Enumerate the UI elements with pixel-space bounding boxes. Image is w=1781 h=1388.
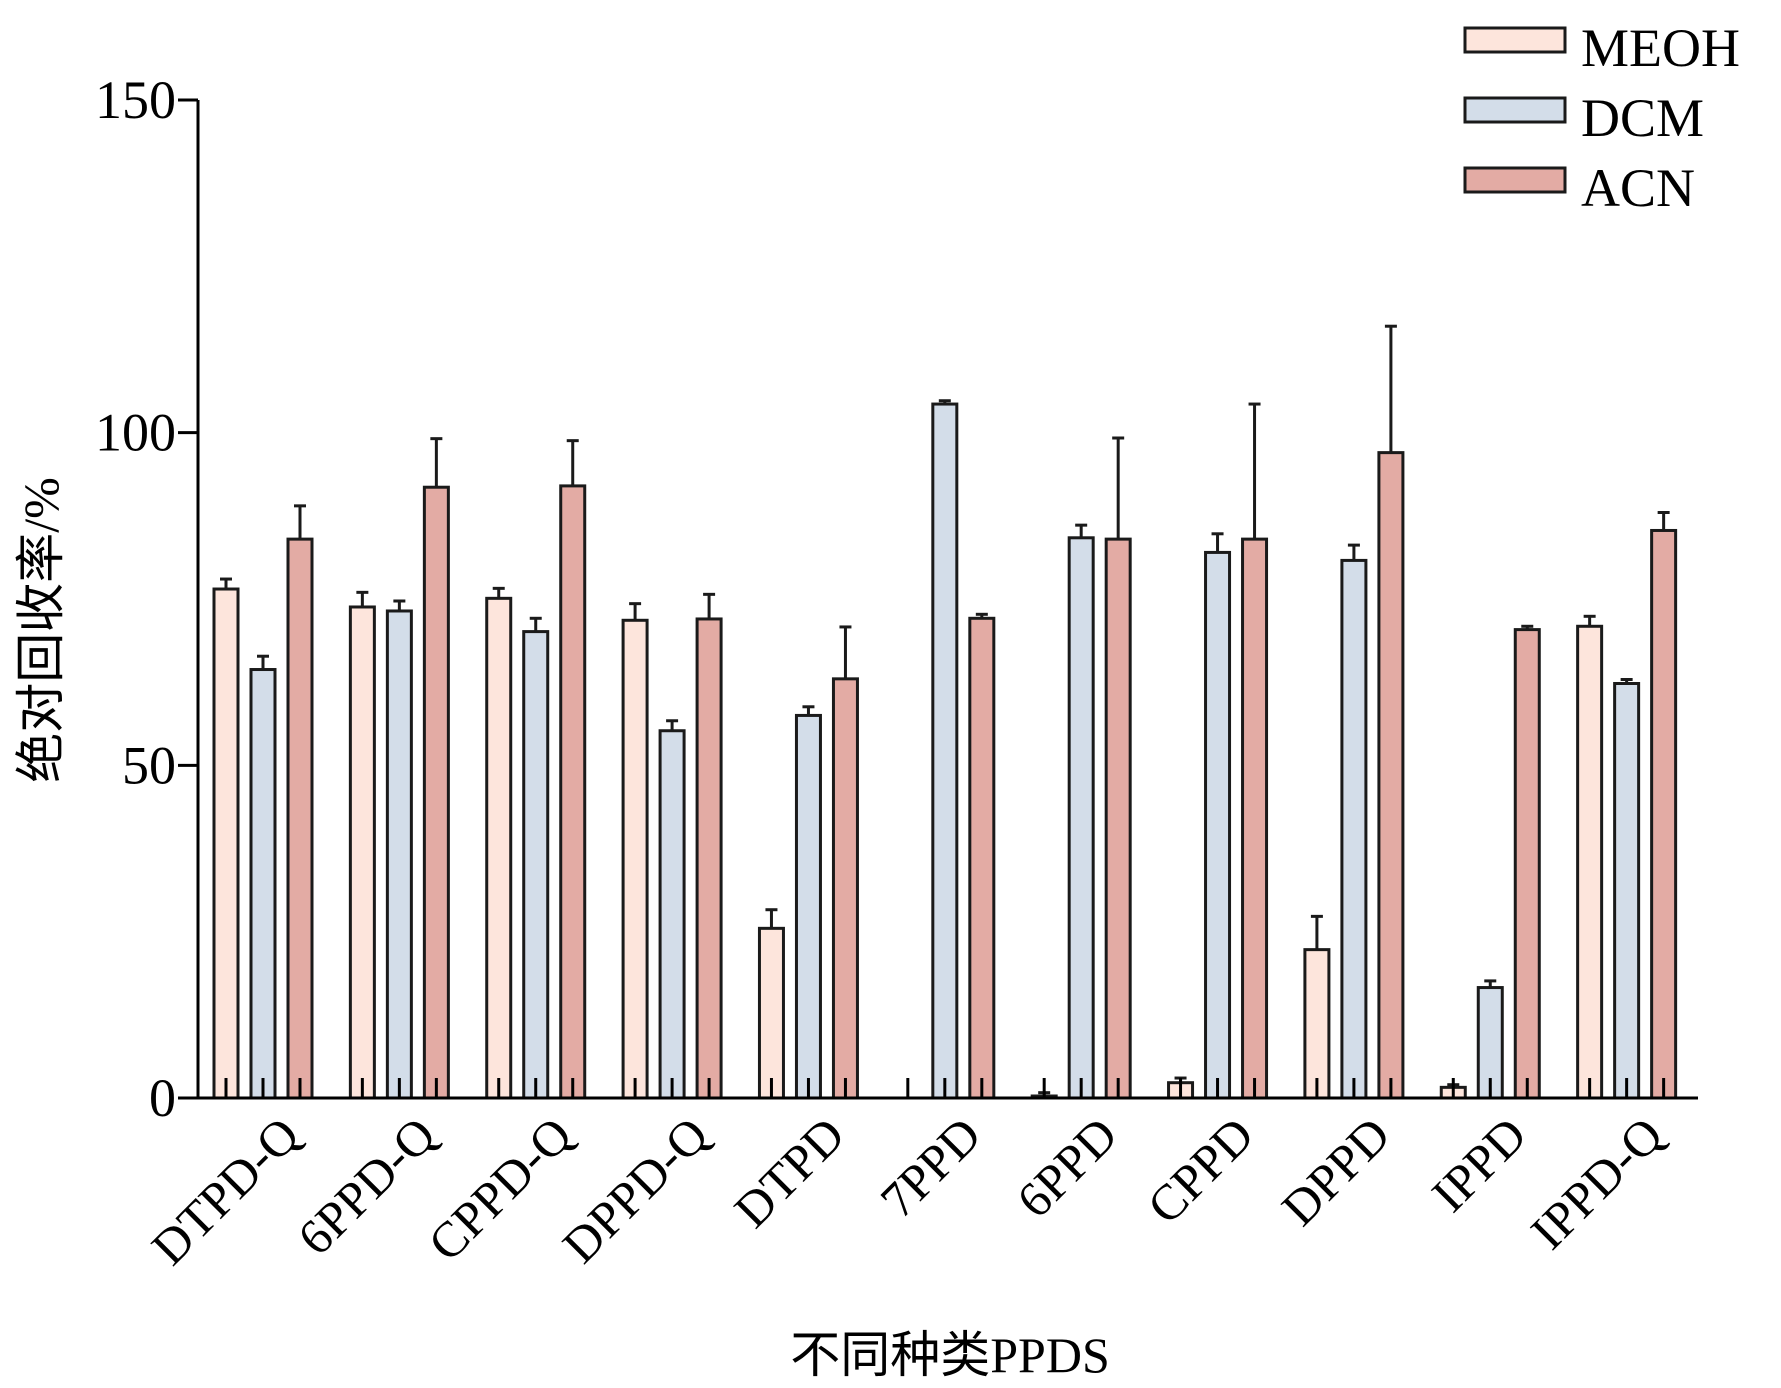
bar-meoh-dppd-q bbox=[621, 618, 649, 1100]
bar-acn-cppd-q bbox=[559, 484, 587, 1100]
bar-acn-6ppd bbox=[1104, 537, 1132, 1100]
y-tick-label: 100 bbox=[95, 403, 176, 463]
bar-acn-ippd-q bbox=[1650, 528, 1678, 1100]
legend: MEOH DCM ACN bbox=[1463, 18, 1740, 218]
legend-label-dcm: DCM bbox=[1581, 88, 1704, 148]
bar-meoh-dtpd-q bbox=[212, 587, 240, 1100]
x-tick-label: IPPD-Q bbox=[1520, 1106, 1674, 1260]
legend-label-meoh: MEOH bbox=[1581, 18, 1740, 78]
y-tick-label: 50 bbox=[122, 735, 176, 795]
bar-meoh-6ppd-q bbox=[348, 605, 376, 1100]
x-tick-label: DPPD-Q bbox=[552, 1106, 719, 1273]
x-tick-label: DPPD bbox=[1271, 1106, 1401, 1236]
x-tick-label: 6PPD-Q bbox=[287, 1106, 446, 1265]
y-axis-title: 绝对回收率/% bbox=[13, 477, 69, 783]
legend-swatch-meoh bbox=[1463, 26, 1567, 54]
legend-swatch-dcm bbox=[1463, 96, 1567, 124]
bar-dcm-6ppd-q bbox=[385, 609, 413, 1100]
bar-acn-dppd bbox=[1377, 451, 1405, 1100]
x-tick-label: 6PPD bbox=[1006, 1106, 1128, 1228]
y-tick-label: 0 bbox=[149, 1068, 176, 1128]
bar-dcm-dppd-q bbox=[658, 729, 686, 1100]
legend-swatch-acn bbox=[1463, 166, 1567, 194]
bar-dcm-7ppd bbox=[931, 402, 959, 1100]
bar-meoh-ippd-q bbox=[1576, 624, 1604, 1100]
x-tick-label: IPPD bbox=[1421, 1106, 1537, 1222]
bar-dcm-cppd bbox=[1204, 550, 1232, 1100]
bar-acn-7ppd bbox=[968, 616, 996, 1100]
bar-dcm-dtpd bbox=[794, 713, 822, 1100]
bar-acn-6ppd-q bbox=[422, 485, 450, 1100]
bar-dcm-ippd-q bbox=[1613, 681, 1641, 1100]
x-tick-label: CPPD-Q bbox=[417, 1106, 582, 1271]
bar-dcm-6ppd bbox=[1067, 536, 1095, 1100]
x-tick-label: DTPD-Q bbox=[141, 1106, 310, 1275]
y-tick-label: 150 bbox=[95, 70, 176, 130]
bar-dcm-dppd bbox=[1340, 558, 1368, 1100]
bars-layer bbox=[212, 324, 1678, 1100]
x-tick-label: CPPD bbox=[1136, 1106, 1264, 1234]
x-axis-title: 不同种类PPDS bbox=[790, 1327, 1110, 1383]
bar-acn-cppd bbox=[1241, 537, 1269, 1100]
bar-dcm-dtpd-q bbox=[249, 668, 277, 1100]
x-tick-label: DTPD bbox=[723, 1106, 855, 1238]
bar-acn-dtpd bbox=[831, 677, 859, 1100]
x-tick-label: 7PPD bbox=[869, 1106, 991, 1228]
bar-dcm-cppd-q bbox=[522, 630, 550, 1100]
bar-meoh-dtpd bbox=[757, 926, 785, 1100]
bar-meoh-dppd bbox=[1303, 948, 1331, 1100]
bar-acn-dppd-q bbox=[695, 617, 723, 1100]
bar-meoh-cppd-q bbox=[485, 596, 513, 1100]
bar-acn-dtpd-q bbox=[286, 537, 314, 1100]
legend-label-acn: ACN bbox=[1581, 158, 1695, 218]
bar-acn-ippd bbox=[1513, 628, 1541, 1100]
